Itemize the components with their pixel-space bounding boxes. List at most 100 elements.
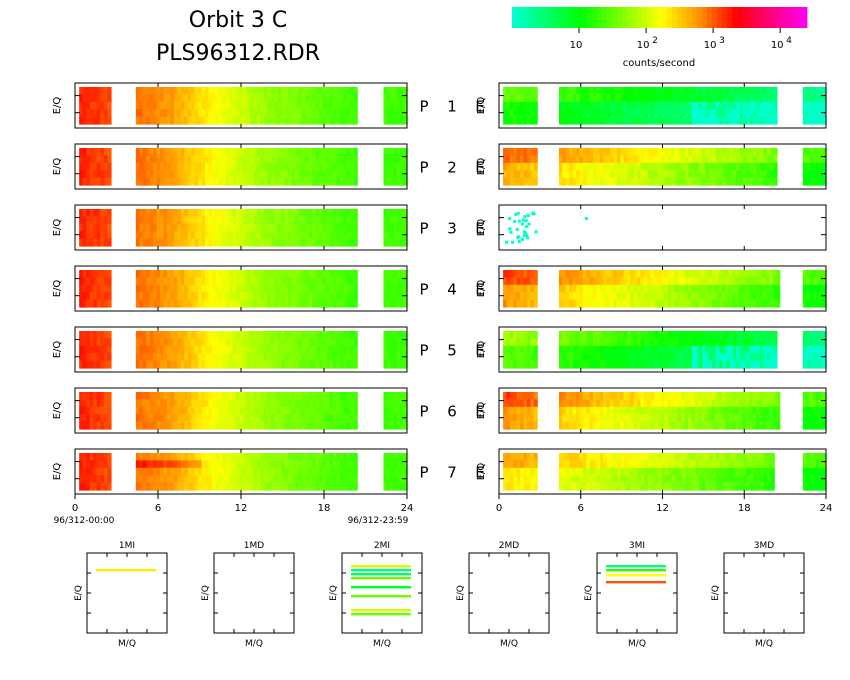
heatmap-cell [589,338,594,347]
heatmap-cell [704,414,709,423]
heatmap-cell [274,148,279,156]
heatmap-cell [194,331,199,339]
heatmap-cell [142,345,147,354]
heatmap-cell [187,284,192,293]
heatmap-cell [332,406,338,415]
heatmap-cell [319,170,324,179]
heatmap-cell [346,177,351,186]
heatmap-cell [332,94,338,103]
heatmap-cell [194,460,199,469]
heatmap-cell [288,392,293,400]
heatmap-cell [396,216,401,225]
heatmap-cell [329,292,334,301]
heatmap-cell [260,94,265,103]
heatmap-cell [770,331,775,339]
colorbar-cell [562,7,568,28]
heatmap-cell [322,292,327,301]
heatmap-cell [719,170,724,179]
colorbar-cell [792,7,798,28]
heatmap-cell [184,453,189,461]
heatmap-cell [222,155,227,164]
heatmap-cell [103,216,109,225]
heatmap-cell [249,101,255,110]
heatmap-cell [572,414,577,423]
heatmap-cell [146,482,151,491]
heatmap-cell [509,270,514,278]
heatmap-cell [86,399,91,408]
heatmap-cell [627,331,632,339]
heatmap-cell [315,453,320,461]
heatmap-cell [270,353,275,362]
heatmap-cell [520,292,525,301]
heatmap-cell [695,155,700,164]
heatmap-cell [702,353,707,362]
heatmap-cell [308,345,313,354]
heatmap-cell [558,345,563,354]
heatmap-cell [198,87,203,95]
heatmap-cell [513,116,518,125]
heatmap-cell [599,392,604,400]
heatmap-cell [582,399,587,408]
heatmap-cell [766,148,771,156]
heatmap-cell [256,177,261,186]
heatmap-cell [637,292,642,301]
heatmap-cell [79,116,84,125]
heatmap-cell [173,414,178,423]
heatmap-cell [516,331,521,339]
heatmap-cell [350,177,355,186]
heatmap-cell [806,277,811,286]
heatmap-cell [698,331,703,339]
heatmap-cell [246,453,251,461]
heatmap-cell [267,353,272,362]
heatmap-cell [695,94,700,103]
heatmap-cell [353,360,358,369]
heatmap-cell [222,414,227,423]
heatmap-cell [211,475,217,484]
heatmap-cell [153,467,158,476]
heatmap-cell [353,292,358,301]
heatmap-cell [403,238,408,247]
heatmap-cell [687,414,692,423]
heatmap-cell [616,338,621,347]
heatmap-cell [142,148,147,156]
heatmap-cell [312,177,317,186]
heatmap-cell [647,345,652,354]
heatmap-cell [177,475,182,484]
colorbar-cell [617,7,623,28]
heatmap-cell [353,155,358,164]
heatmap-cell [763,338,768,347]
heatmap-cell [249,414,255,423]
heatmap-cell [586,270,591,278]
heatmap-cell [506,414,511,423]
heatmap-cell [523,116,528,125]
heatmap-cell [623,406,628,415]
heatmap-cell [218,345,223,354]
heatmap-cell [270,399,275,408]
heatmap-cell [671,94,676,103]
heatmap-cell [198,162,203,171]
heatmap-cell [593,353,598,362]
heatmap-cell [343,338,348,347]
heatmap-cell [393,216,398,225]
heatmap-cell [239,148,244,156]
heatmap-cell [201,421,206,430]
heatmap-cell [819,101,824,110]
heatmap-cell [322,216,327,225]
heatmap-cell [708,177,713,186]
heatmap-cell [520,338,525,347]
heatmap-cell [229,223,234,232]
heatmap-cell [246,331,251,339]
heatmap-cell [603,155,608,164]
heatmap-cell [633,177,638,186]
colorbar-cell [652,7,658,28]
heatmap-cell [246,155,251,164]
heatmap-cell [332,231,338,240]
heatmap-cell [393,399,398,408]
heatmap-cell [225,148,230,156]
heatmap-cell [725,148,730,156]
heatmap-cell [288,270,293,278]
heatmap-cell [637,177,642,186]
heatmap-cell [208,270,213,278]
heatmap-cell [149,475,154,484]
heatmap-cell [163,223,168,232]
